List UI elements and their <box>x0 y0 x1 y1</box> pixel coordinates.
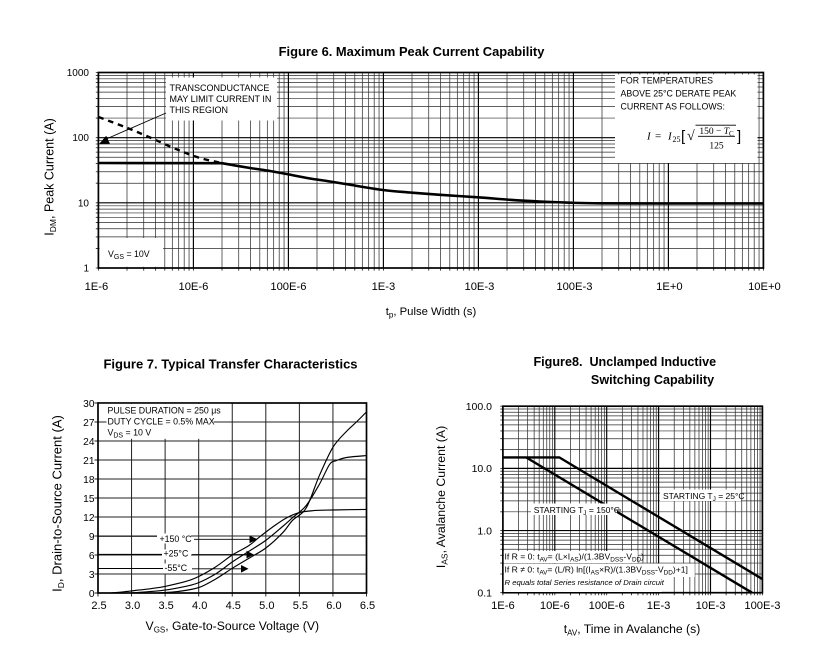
svg-text:10E-3: 10E-3 <box>464 281 494 293</box>
svg-text:10E-3: 10E-3 <box>696 600 726 612</box>
svg-text:100.0: 100.0 <box>466 401 492 413</box>
svg-text:Figure 6. Maximum Peak Current: Figure 6. Maximum Peak Current Capabilit… <box>279 44 546 59</box>
svg-text:4.0: 4.0 <box>192 600 207 612</box>
svg-text:TRANSCONDUCTANCE: TRANSCONDUCTANCE <box>170 83 270 93</box>
svg-text:ID, Drain-to-Source Current (A: ID, Drain-to-Source Current (A) <box>50 415 67 592</box>
svg-text:2.5: 2.5 <box>91 600 106 612</box>
svg-text:0.1: 0.1 <box>477 587 492 599</box>
svg-text:1E-3: 1E-3 <box>647 600 671 612</box>
svg-text:1E-3: 1E-3 <box>372 281 396 293</box>
svg-text:STARTING TJ = 150°C: STARTING TJ = 150°C <box>534 505 620 517</box>
svg-text:Switching Capability: Switching Capability <box>591 373 714 387</box>
svg-text:9: 9 <box>89 532 95 543</box>
svg-text:1E+0: 1E+0 <box>656 281 682 293</box>
svg-text:Figure 7. Typical Transfer Cha: Figure 7. Typical Transfer Characteristi… <box>103 356 357 371</box>
svg-text:I: I <box>646 131 652 143</box>
svg-text:[: [ <box>681 128 686 145</box>
svg-text:150 − TC: 150 − TC <box>699 127 734 138</box>
svg-text:12: 12 <box>83 513 95 524</box>
svg-text:]: ] <box>737 128 741 145</box>
svg-text:18: 18 <box>83 475 95 486</box>
svg-text:6: 6 <box>89 551 95 562</box>
svg-text:If R = 0: tAV= (L×IAS)/(1.3BVD: If R = 0: tAV= (L×IAS)/(1.3BVDSS-VDD) <box>505 552 645 564</box>
svg-text:25: 25 <box>673 135 681 144</box>
svg-text:6.0: 6.0 <box>326 600 341 612</box>
svg-text:I: I <box>667 131 673 143</box>
svg-text:FOR TEMPERATURES: FOR TEMPERATURES <box>621 76 714 86</box>
svg-text:100E-3: 100E-3 <box>744 600 780 612</box>
svg-text:IDM, Peak Current (A): IDM, Peak Current (A) <box>43 118 59 235</box>
svg-text:10E-6: 10E-6 <box>540 600 570 612</box>
svg-text:27: 27 <box>83 418 95 429</box>
svg-text:√: √ <box>687 129 695 144</box>
svg-text:10.0: 10.0 <box>472 463 493 475</box>
svg-text:3.5: 3.5 <box>158 600 173 612</box>
svg-text:125: 125 <box>709 142 724 152</box>
svg-text:1.0: 1.0 <box>477 525 492 537</box>
svg-text:1000: 1000 <box>67 68 90 79</box>
svg-text:-55°C: -55°C <box>165 563 188 573</box>
svg-text:6.5: 6.5 <box>360 600 375 612</box>
svg-text:4.5: 4.5 <box>226 600 241 612</box>
svg-text:DUTY CYCLE = 0.5% MAX: DUTY CYCLE = 0.5% MAX <box>108 417 215 427</box>
svg-text:=: = <box>655 131 661 143</box>
svg-text:+25°C: +25°C <box>164 548 189 558</box>
svg-text:MAY LIMIT CURRENT IN: MAY LIMIT CURRENT IN <box>170 94 272 104</box>
svg-text:30: 30 <box>83 399 95 410</box>
svg-text:IAS, Avalanche Current (A): IAS, Avalanche Current (A) <box>434 426 450 568</box>
svg-text:1: 1 <box>83 264 89 275</box>
svg-text:3: 3 <box>89 570 95 581</box>
svg-text:10E-6: 10E-6 <box>178 281 208 293</box>
svg-text:R equals total Series resistan: R equals total Series resistance of Drai… <box>505 578 665 587</box>
svg-text:100E-3: 100E-3 <box>556 281 592 293</box>
svg-text:10: 10 <box>78 198 90 209</box>
svg-text:VGS, Gate-to-Source Voltage (V: VGS, Gate-to-Source Voltage (V) <box>146 619 319 635</box>
svg-text:15: 15 <box>83 494 95 505</box>
svg-text:If R ≠ 0: tAV= (L/R) ln[(IAS×R: If R ≠ 0: tAV= (L/R) ln[(IAS×R)/(1.3BVDS… <box>505 565 688 577</box>
svg-text:tp, Pulse Width (s): tp, Pulse Width (s) <box>386 306 477 320</box>
svg-text:24: 24 <box>83 437 95 448</box>
svg-text:PULSE DURATION = 250 μs: PULSE DURATION = 250 μs <box>108 406 222 416</box>
svg-text:5.0: 5.0 <box>259 600 274 612</box>
svg-text:Figure8. Unclamped Inductive: Figure8. Unclamped Inductive <box>533 355 716 369</box>
svg-text:100E-6: 100E-6 <box>270 281 306 293</box>
svg-text:1E-6: 1E-6 <box>491 600 515 612</box>
svg-text:ABOVE 25°C DERATE PEAK: ABOVE 25°C DERATE PEAK <box>621 89 737 99</box>
svg-text:21: 21 <box>83 456 95 467</box>
svg-text:10E+0: 10E+0 <box>748 281 781 293</box>
svg-text:5.5: 5.5 <box>293 600 308 612</box>
svg-text:3.0: 3.0 <box>125 600 140 612</box>
svg-text:1E-6: 1E-6 <box>85 281 109 293</box>
svg-text:tAV, Time in Avalanche (s): tAV, Time in Avalanche (s) <box>564 622 701 638</box>
svg-text:100E-6: 100E-6 <box>589 600 625 612</box>
svg-text:+150 °C: +150 °C <box>160 534 193 544</box>
svg-text:CURRENT AS FOLLOWS:: CURRENT AS FOLLOWS: <box>621 102 725 112</box>
svg-text:THIS REGION: THIS REGION <box>170 105 229 115</box>
svg-text:0: 0 <box>89 589 95 600</box>
svg-text:100: 100 <box>72 133 89 144</box>
svg-text:STARTING TJ = 25°C: STARTING TJ = 25°C <box>663 491 745 503</box>
